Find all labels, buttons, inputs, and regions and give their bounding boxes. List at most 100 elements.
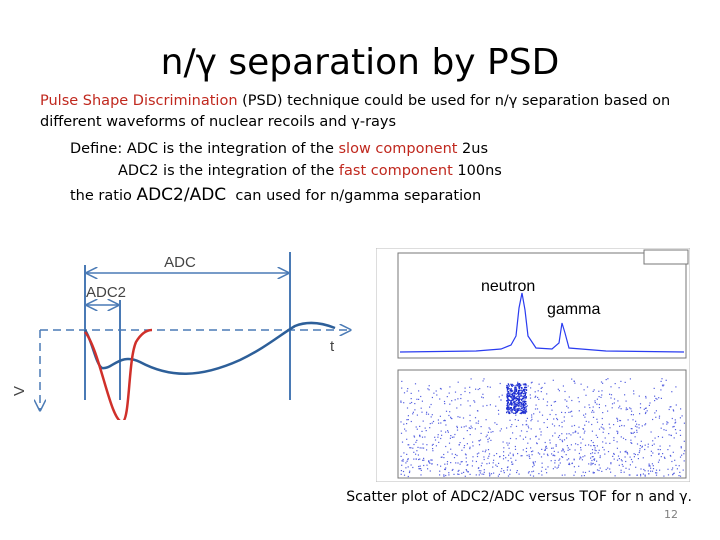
- dot: [517, 398, 519, 400]
- dot: [538, 383, 540, 385]
- dot: [668, 434, 670, 436]
- dot: [569, 448, 571, 451]
- dot: [465, 469, 467, 471]
- dot: [478, 452, 480, 454]
- dot: [620, 471, 622, 473]
- dot: [633, 431, 635, 433]
- dot: [645, 397, 647, 399]
- dot: [616, 459, 619, 461]
- dot: [519, 389, 521, 391]
- dot: [563, 439, 566, 441]
- dot: [514, 408, 516, 410]
- dot: [455, 462, 457, 464]
- dot: [409, 447, 411, 449]
- dot: [481, 396, 483, 398]
- dot: [613, 452, 615, 455]
- dot: [421, 411, 423, 413]
- dot: [488, 472, 491, 474]
- dot: [418, 465, 420, 468]
- dot: [537, 390, 539, 392]
- dot: [519, 395, 521, 397]
- dot: [501, 394, 503, 396]
- dot: [454, 453, 457, 456]
- dot: [469, 414, 471, 416]
- dot: [519, 403, 521, 405]
- dot: [652, 440, 654, 442]
- dot: [570, 444, 572, 446]
- dot: [520, 391, 522, 393]
- dot: [663, 429, 665, 431]
- text: Define: ADC is the integration of the: [70, 141, 339, 157]
- dot: [419, 458, 421, 460]
- dot: [522, 449, 524, 451]
- dot: [511, 412, 513, 414]
- dot: [589, 407, 591, 409]
- dot: [580, 442, 582, 444]
- dot: [525, 397, 527, 399]
- dot: [518, 383, 520, 385]
- dot: [660, 427, 662, 429]
- dot: [461, 449, 463, 451]
- dot: [568, 463, 570, 465]
- dot: [510, 395, 512, 397]
- dot: [639, 445, 641, 447]
- dot: [619, 425, 621, 427]
- dot: [675, 464, 677, 466]
- dot: [643, 408, 645, 410]
- dot: [535, 436, 537, 438]
- dot: [410, 392, 412, 394]
- dot: [456, 427, 458, 429]
- dot: [607, 451, 610, 453]
- dot: [611, 403, 614, 405]
- dot: [476, 453, 478, 455]
- dot: [545, 446, 547, 448]
- dot: [438, 422, 440, 424]
- dot: [489, 386, 491, 388]
- dot: [516, 470, 518, 472]
- dot: [609, 393, 611, 395]
- dot: [524, 390, 526, 392]
- dot: [403, 392, 406, 394]
- dot: [429, 406, 431, 408]
- dot: [613, 437, 615, 439]
- dot: [549, 439, 551, 441]
- spectrum: [399, 292, 685, 353]
- dot: [412, 413, 414, 415]
- dot: [566, 445, 568, 447]
- dot: [514, 419, 516, 421]
- dot: [620, 380, 622, 382]
- dot: [541, 474, 543, 476]
- dot: [530, 447, 532, 449]
- dot: [644, 412, 647, 415]
- dot: [400, 432, 403, 434]
- dot: [602, 412, 604, 414]
- dot: [520, 399, 522, 401]
- dot: [552, 447, 554, 449]
- dot: [525, 408, 527, 410]
- dot: [456, 454, 458, 457]
- dot: [600, 381, 603, 383]
- dot: [567, 407, 569, 409]
- dot: [524, 384, 526, 386]
- dot: [520, 411, 522, 414]
- dot: [513, 393, 515, 395]
- dot: [655, 416, 657, 418]
- dot: [480, 432, 482, 434]
- dot: [479, 472, 481, 474]
- dot: [510, 399, 512, 402]
- dot: [487, 457, 489, 459]
- dot: [511, 424, 513, 426]
- dot: [517, 409, 519, 411]
- dot: [546, 393, 548, 395]
- dot: [518, 393, 520, 396]
- dot: [524, 386, 526, 388]
- dot: [590, 457, 592, 459]
- dot: [516, 410, 518, 412]
- dot: [556, 419, 559, 421]
- dot: [421, 447, 423, 449]
- dot: [507, 393, 510, 395]
- dot: [680, 447, 682, 449]
- dot: [499, 455, 501, 458]
- dot: [441, 434, 443, 436]
- dot: [451, 453, 453, 455]
